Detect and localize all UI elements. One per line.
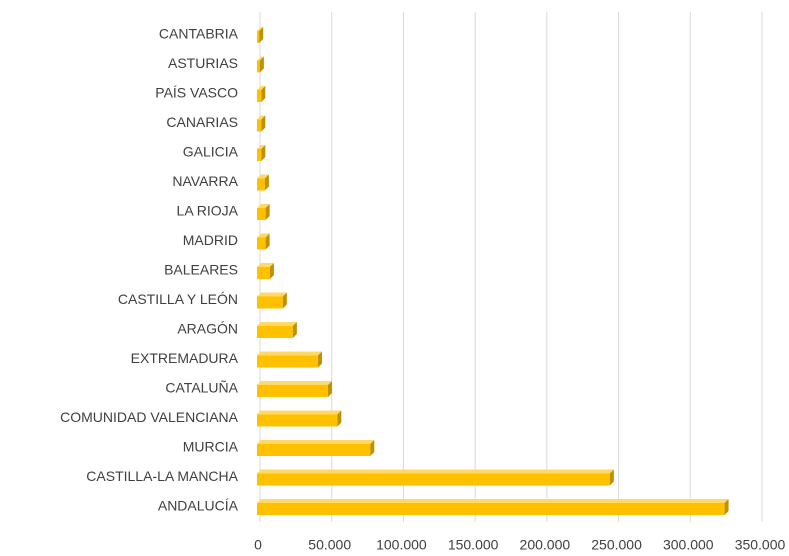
bar bbox=[257, 27, 264, 43]
bar-front bbox=[257, 31, 260, 43]
bar-top bbox=[257, 322, 297, 326]
x-tick-label: 0 bbox=[254, 537, 262, 553]
bar-front bbox=[257, 237, 266, 250]
bar-top bbox=[257, 263, 274, 267]
bar bbox=[257, 115, 266, 132]
bar-side bbox=[292, 322, 297, 338]
bar bbox=[257, 145, 266, 161]
y-tick-label: CATALUÑA bbox=[165, 380, 238, 396]
bar-side bbox=[327, 381, 332, 397]
y-tick-label: GALICIA bbox=[183, 144, 239, 160]
y-tick-label: ANDALUCÍA bbox=[158, 498, 239, 514]
bar-side bbox=[269, 263, 274, 279]
bar-side bbox=[259, 27, 264, 43]
y-tick-label: ASTURIAS bbox=[168, 55, 238, 71]
bar-top bbox=[257, 410, 342, 415]
y-tick-label: COMUNIDAD VALENCIANA bbox=[60, 409, 239, 425]
bar bbox=[257, 204, 270, 220]
bar-top bbox=[257, 381, 332, 385]
bar-front bbox=[257, 473, 610, 486]
bar-top bbox=[257, 469, 614, 474]
x-tick-label: 300.000 bbox=[663, 537, 714, 553]
bar-side bbox=[282, 292, 287, 309]
x-tick-label: 250.000 bbox=[591, 537, 642, 553]
bar-top bbox=[257, 27, 264, 31]
y-tick-label: CANTABRIA bbox=[159, 26, 239, 42]
bar-side bbox=[609, 469, 614, 486]
x-tick-label: 50.000 bbox=[308, 537, 351, 553]
bar bbox=[257, 233, 270, 250]
bar bbox=[257, 381, 332, 397]
y-tick-label: CASTILLA Y LEÓN bbox=[118, 291, 238, 307]
y-tick-label: CANARIAS bbox=[166, 114, 238, 130]
bar-front bbox=[257, 385, 328, 397]
bar-top bbox=[257, 174, 269, 179]
bar-top bbox=[257, 440, 375, 444]
y-tick-label: CASTILLA-LA MANCHA bbox=[86, 468, 238, 484]
y-tick-label: PAÍS VASCO bbox=[155, 85, 238, 101]
bar bbox=[257, 174, 269, 191]
bar-front bbox=[257, 414, 338, 427]
bar-front bbox=[257, 267, 270, 279]
y-tick-label: MURCIA bbox=[183, 439, 239, 455]
bar-side bbox=[370, 440, 375, 456]
bar bbox=[257, 292, 287, 309]
bar bbox=[257, 322, 297, 338]
bar-top bbox=[257, 86, 266, 90]
bar-side bbox=[265, 233, 270, 250]
bar-front bbox=[257, 119, 262, 132]
bar bbox=[257, 469, 614, 486]
bar-top bbox=[257, 292, 287, 297]
bar-side bbox=[261, 86, 266, 102]
bar-top bbox=[257, 56, 264, 61]
bar-front bbox=[257, 355, 318, 368]
bar-top bbox=[257, 145, 266, 149]
bar-front bbox=[257, 90, 262, 102]
bar-side bbox=[259, 56, 264, 73]
bar-front bbox=[257, 444, 371, 456]
bar bbox=[257, 410, 342, 427]
bar-top bbox=[257, 204, 270, 208]
bar-side bbox=[261, 115, 266, 132]
bar bbox=[257, 86, 266, 102]
bar-front bbox=[257, 503, 725, 515]
bar-top bbox=[257, 351, 322, 356]
y-tick-label: BALEARES bbox=[164, 262, 238, 278]
bar-side bbox=[724, 499, 729, 515]
x-tick-label: 150.000 bbox=[448, 537, 499, 553]
x-tick-label: 100.000 bbox=[376, 537, 427, 553]
bar bbox=[257, 499, 729, 515]
bar bbox=[257, 56, 264, 73]
y-tick-label: EXTREMADURA bbox=[131, 350, 239, 366]
bar-top bbox=[257, 115, 266, 120]
bar-front bbox=[257, 296, 283, 309]
bar-front bbox=[257, 326, 293, 338]
bar-front bbox=[257, 149, 262, 161]
bar-front bbox=[257, 60, 260, 73]
bar-side bbox=[264, 174, 269, 191]
bar-front bbox=[257, 208, 266, 220]
x-tick-label: 350.000 bbox=[735, 537, 786, 553]
y-tick-label: NAVARRA bbox=[172, 173, 238, 189]
y-tick-label: ARAGÓN bbox=[177, 321, 238, 337]
bar-top bbox=[257, 499, 729, 503]
bar-top bbox=[257, 233, 270, 238]
bar-side bbox=[337, 410, 342, 427]
bar-side bbox=[317, 351, 322, 368]
x-tick-label: 200.000 bbox=[520, 537, 571, 553]
y-tick-label: LA RIOJA bbox=[177, 203, 239, 219]
y-tick-label: MADRID bbox=[183, 232, 238, 248]
bar bbox=[257, 351, 322, 368]
bar-front bbox=[257, 178, 265, 191]
bar-side bbox=[261, 145, 266, 161]
bar bbox=[257, 263, 274, 279]
bar-side bbox=[265, 204, 270, 220]
bar bbox=[257, 440, 375, 456]
